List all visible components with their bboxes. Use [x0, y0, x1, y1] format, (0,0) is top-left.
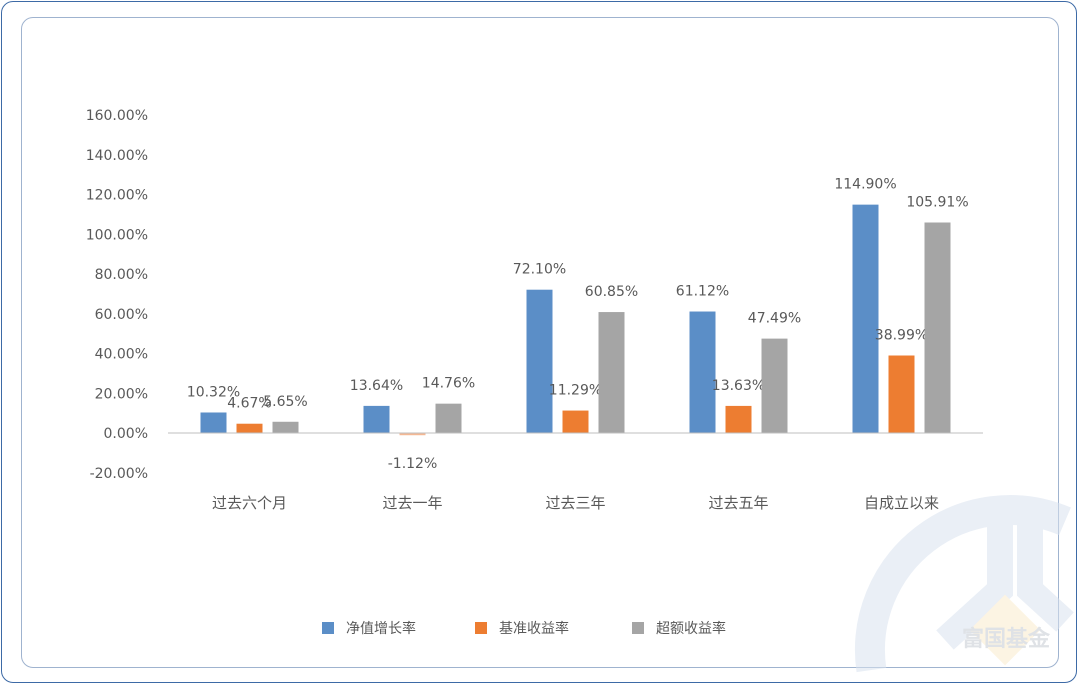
data-label: 10.32% — [187, 384, 240, 400]
data-label: 11.29% — [549, 383, 602, 399]
data-label: -1.12% — [388, 456, 438, 472]
legend-swatch-2 — [632, 622, 644, 634]
bar-1-1 — [399, 433, 426, 436]
watermark-stem-right — [1017, 500, 1074, 632]
bar-0-0 — [200, 412, 227, 433]
data-label: 60.85% — [585, 284, 638, 300]
data-label: 14.76% — [422, 376, 475, 392]
watermark-logo: 富国基金 — [854, 495, 1074, 673]
bar-2-1 — [435, 403, 462, 433]
bar-1-3 — [725, 405, 752, 433]
y-tick-label: 100.00% — [86, 227, 148, 243]
y-tick-label: 20.00% — [95, 386, 148, 402]
bar-1-2 — [562, 410, 589, 433]
legend-label: 超额收益率 — [656, 620, 726, 637]
y-tick-label: 160.00% — [86, 108, 148, 124]
bar-2-0 — [272, 421, 299, 433]
bar-2-3 — [761, 338, 788, 433]
x-tick-label: 过去六个月 — [212, 494, 287, 512]
bar-0-2 — [526, 289, 553, 433]
y-tick-label: 40.00% — [95, 347, 148, 363]
data-label: 13.63% — [712, 378, 765, 394]
bar-0-4 — [852, 204, 879, 433]
data-label: 4.67% — [227, 396, 271, 412]
data-label: 61.12% — [676, 284, 729, 300]
y-tick-label: 120.00% — [86, 188, 148, 204]
legend-label: 基准收益率 — [499, 620, 569, 637]
bar-0-1 — [363, 405, 390, 433]
data-label: 72.10% — [513, 262, 566, 278]
data-label: 114.90% — [834, 177, 896, 193]
legend-swatch-1 — [475, 622, 487, 634]
data-label: 38.99% — [875, 328, 928, 344]
bar-2-4 — [924, 222, 951, 433]
bar-2-2 — [598, 312, 625, 433]
legend-label: 净值增长率 — [346, 620, 416, 637]
x-tick-label: 过去一年 — [382, 494, 442, 512]
x-tick-label: 过去五年 — [708, 494, 768, 512]
bar-0-3 — [689, 311, 716, 433]
bar-1-0 — [236, 423, 263, 433]
chart-frame — [21, 17, 1059, 668]
y-tick-label: -20.00% — [90, 466, 148, 482]
legend-swatch-0 — [322, 622, 334, 634]
y-tick-label: 140.00% — [86, 148, 148, 164]
watermark-text: 富国基金 — [962, 626, 1051, 652]
watermark-stem-left — [936, 500, 1013, 650]
y-tick-label: 80.00% — [95, 267, 148, 283]
x-tick-label: 自成立以来 — [864, 494, 939, 512]
watermark-diamond — [969, 594, 1041, 666]
y-tick-label: 0.00% — [104, 426, 148, 442]
data-label: 5.65% — [263, 394, 307, 410]
data-label: 13.64% — [350, 378, 403, 394]
y-tick-label: 60.00% — [95, 307, 148, 323]
x-tick-label: 过去三年 — [545, 494, 605, 512]
data-label: 105.91% — [906, 195, 968, 211]
data-label: 47.49% — [748, 311, 801, 327]
bar-1-4 — [888, 355, 915, 433]
